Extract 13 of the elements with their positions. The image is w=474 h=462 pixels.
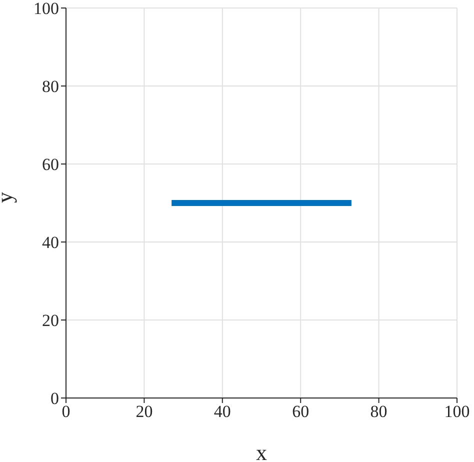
x-tick-label: 80 xyxy=(370,402,388,422)
y-tick-label: 40 xyxy=(42,233,59,252)
y-tick-label: 100 xyxy=(34,0,59,18)
y-tick-label: 80 xyxy=(42,77,59,96)
x-tick-label: 100 xyxy=(444,402,470,422)
x-tick-label: 60 xyxy=(292,402,310,422)
y-tick-label: 0 xyxy=(50,389,59,408)
x-tick-label: 20 xyxy=(136,402,153,422)
y-tick-label: 20 xyxy=(42,311,59,330)
y-axis-title: y xyxy=(0,192,17,203)
y-tick-label: 60 xyxy=(42,155,59,174)
x-tick-label: 40 xyxy=(214,402,231,422)
x-axis-title: x xyxy=(256,440,267,462)
